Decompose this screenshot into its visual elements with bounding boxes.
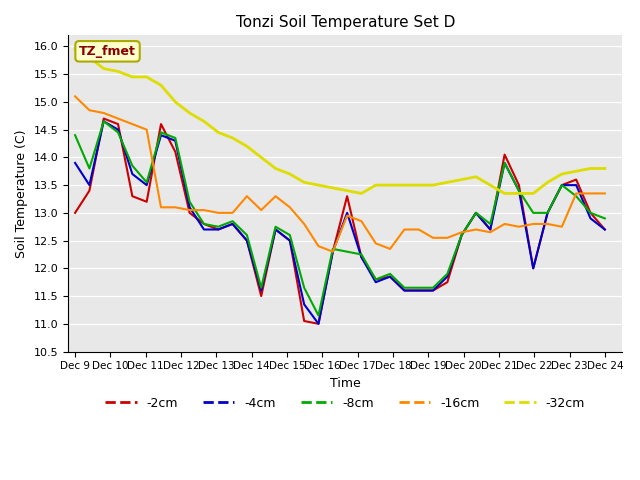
Text: TZ_fmet: TZ_fmet [79,45,136,58]
Title: Tonzi Soil Temperature Set D: Tonzi Soil Temperature Set D [236,15,455,30]
Y-axis label: Soil Temperature (C): Soil Temperature (C) [15,129,28,258]
X-axis label: Time: Time [330,377,360,390]
Legend: -2cm, -4cm, -8cm, -16cm, -32cm: -2cm, -4cm, -8cm, -16cm, -32cm [100,392,590,415]
